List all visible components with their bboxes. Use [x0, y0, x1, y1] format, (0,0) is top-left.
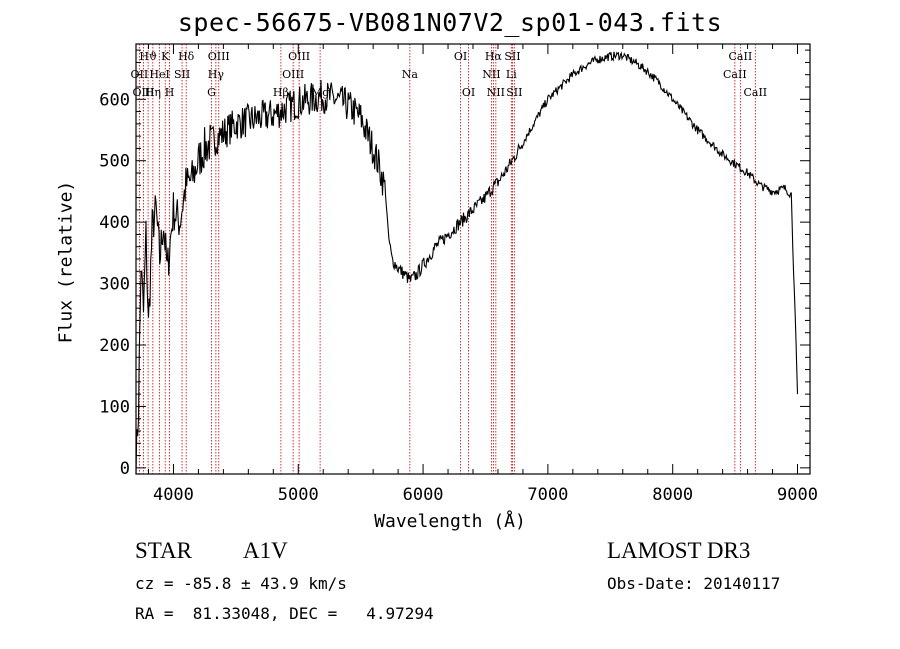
- plot-frame: [135, 43, 811, 475]
- x-axis-ticks: 4000 5000 6000 7000 8000 9000: [147, 44, 818, 505]
- line-label-19: Hα: [485, 50, 503, 63]
- line-label-0: Hϑ: [139, 50, 157, 63]
- x-tick-label-8000: 8000: [652, 485, 693, 505]
- line-label-23: NII: [487, 86, 505, 99]
- line-label-3: K: [161, 50, 170, 63]
- line-label-17: OI: [454, 50, 467, 63]
- line-label-27: CaII: [743, 86, 767, 99]
- object-type: STAR: [135, 538, 192, 563]
- line-label-8: H: [165, 86, 175, 99]
- spectrum-line: [135, 51, 799, 475]
- line-label-7: SII: [174, 68, 190, 81]
- y-tick-label-300: 300: [99, 275, 130, 295]
- y-axis-ticks: 0 100 200 300 400 500 600: [99, 49, 810, 479]
- line-label-10: Hγ: [208, 68, 225, 81]
- spectral-subclass: A1V: [243, 538, 288, 563]
- line-label-6: Hδ: [178, 50, 195, 63]
- line-label-4: HeI: [149, 68, 169, 81]
- line-label-14: Hβ: [273, 86, 289, 99]
- line-label-16: Na: [402, 68, 419, 81]
- survey-name: LAMOST DR3: [607, 538, 751, 563]
- x-axis-label: Wavelength (Å): [374, 511, 526, 532]
- line-label-13: OIII: [282, 68, 304, 81]
- line-label-22: Li: [506, 68, 517, 81]
- line-label-11: G: [207, 86, 216, 99]
- x-tick-label-7000: 7000: [527, 485, 568, 505]
- x-tick-label-9000: 9000: [777, 485, 818, 505]
- line-label-26: CaII: [723, 68, 747, 81]
- y-axis-label: Flux (relative): [55, 180, 77, 344]
- line-label-12: OIII: [288, 50, 310, 63]
- x-tick-label-5000: 5000: [278, 485, 319, 505]
- line-label-9: OIII: [208, 50, 230, 63]
- observation-date: Obs-Date: 20140117: [607, 574, 781, 593]
- line-label-25: CaII: [729, 50, 753, 63]
- line-label-2: OIII: [132, 86, 154, 99]
- coordinates: RA = 81.33048, DEC = 4.97294: [135, 604, 434, 623]
- y-tick-label-100: 100: [99, 397, 130, 417]
- line-label-24: SII: [506, 86, 522, 99]
- y-tick-label-400: 400: [99, 213, 130, 233]
- x-tick-label-6000: 6000: [403, 485, 444, 505]
- y-tick-label-200: 200: [99, 336, 130, 356]
- y-tick-label-0: 0: [120, 459, 130, 479]
- line-label-5: Hη: [145, 86, 161, 99]
- chart-title: spec-56675-VB081N07V2_sp01-043.fits: [177, 8, 723, 37]
- line-label-21: NII: [482, 68, 500, 81]
- redshift-velocity: cz = -85.8 ± 43.9 km/s: [135, 574, 347, 593]
- y-tick-label-500: 500: [99, 152, 130, 172]
- line-label-18: OI: [462, 86, 475, 99]
- y-tick-label-600: 600: [99, 90, 130, 110]
- spectral-line-markers: [138, 44, 756, 474]
- line-label-20: SII: [504, 50, 520, 63]
- x-tick-label-4000: 4000: [153, 485, 194, 505]
